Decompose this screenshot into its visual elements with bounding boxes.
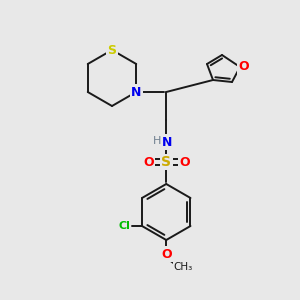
Text: S: S xyxy=(107,44,116,56)
Text: N: N xyxy=(162,136,172,148)
Text: Cl: Cl xyxy=(118,221,130,231)
Text: H: H xyxy=(153,136,161,146)
Text: O: O xyxy=(239,61,249,74)
Text: O: O xyxy=(143,155,154,169)
Text: O: O xyxy=(179,155,190,169)
Text: CH₃: CH₃ xyxy=(174,262,193,272)
Text: N: N xyxy=(131,85,141,98)
Text: O: O xyxy=(161,248,172,260)
Text: S: S xyxy=(161,155,171,169)
